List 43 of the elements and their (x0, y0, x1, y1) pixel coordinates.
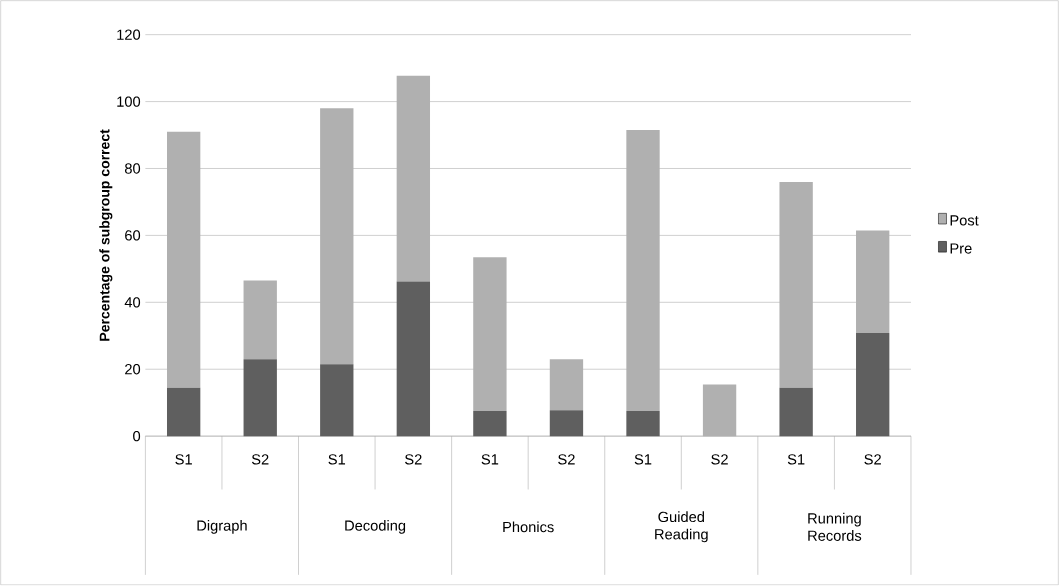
y-tick-label: 100 (117, 96, 141, 108)
text: Phonics (503, 521, 554, 533)
bar (779, 387, 813, 437)
bar (626, 130, 660, 412)
bar (243, 359, 277, 437)
legend-label: Post (950, 215, 979, 226)
y-axis-title: Percentage of subgroup correct (99, 129, 113, 341)
y-tick-label: 120 (117, 29, 141, 41)
bar (856, 333, 890, 437)
x-tick-label: S2 (405, 454, 422, 465)
x-tick-label: S2 (711, 454, 728, 465)
legend-label: Pre (950, 243, 972, 254)
text: Digraph (197, 520, 247, 534)
y-tick-label: 0 (133, 431, 141, 442)
bar (473, 411, 507, 437)
bar (166, 131, 201, 388)
bar (320, 364, 354, 437)
text: Guided Reading (655, 511, 708, 543)
x-tick-label: S2 (864, 454, 881, 465)
bar (396, 281, 431, 437)
bar (166, 387, 201, 437)
x-tick-label: S1 (328, 454, 346, 465)
x-tick-label: S1 (481, 454, 499, 465)
text: Decoding (345, 520, 406, 534)
bar (626, 411, 660, 437)
bar (243, 280, 277, 360)
y-tick-label: 20 (125, 364, 141, 375)
y-tick-label: 60 (125, 230, 141, 241)
bar (396, 76, 431, 282)
x-tick-label: S2 (558, 454, 575, 465)
x-tick-label: S2 (251, 454, 269, 465)
bar (779, 182, 813, 388)
bar (549, 359, 584, 411)
y-tick-label: 40 (124, 297, 141, 308)
bar (473, 257, 507, 412)
y-tick-label: 80 (124, 163, 141, 174)
x-tick-label: S1 (634, 454, 652, 465)
text: Running Records (808, 513, 862, 542)
bar (549, 410, 584, 437)
bar (320, 108, 354, 365)
x-tick-label: S1 (787, 454, 805, 465)
x-tick-label: S1 (175, 454, 192, 465)
bar (856, 230, 890, 334)
